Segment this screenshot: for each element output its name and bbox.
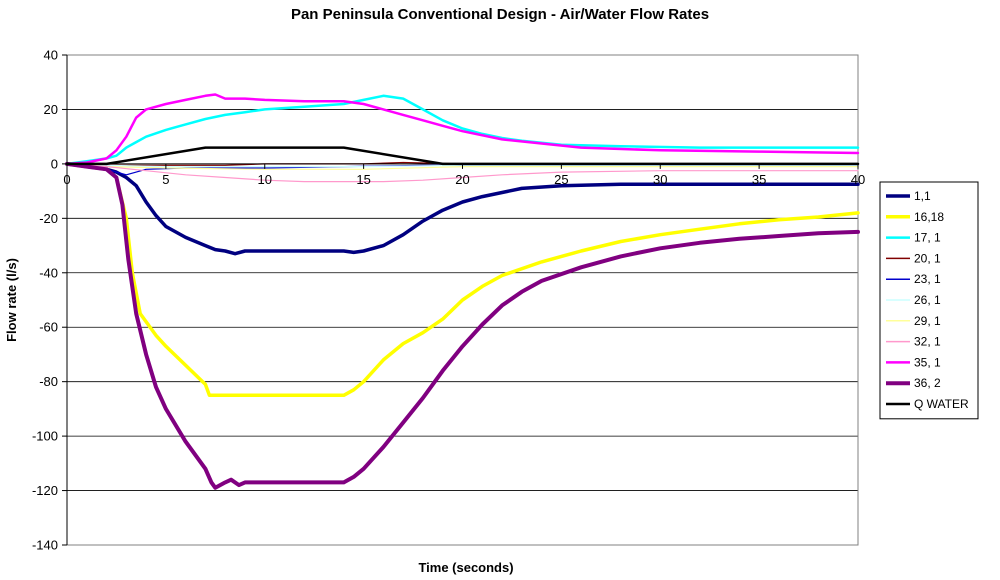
y-tick-label: -80 [39, 374, 58, 389]
series-line [65, 93, 860, 166]
y-tick-label: -100 [32, 429, 58, 444]
series-line [65, 162, 860, 256]
y-tick-label: -140 [32, 538, 58, 553]
legend-label: 23, 1 [914, 272, 941, 286]
x-tick-label: 35 [752, 172, 766, 187]
x-tick-label: 25 [554, 172, 568, 187]
axes: -140 -120 -100 -80 -60 -40 -20 0 20 40 0 5 10 15 20 25 3… [32, 48, 865, 553]
legend-label: 32, 1 [914, 335, 941, 349]
series-line [66, 163, 859, 170]
x-tick-label: 15 [356, 172, 370, 187]
legend: 1,1 16,18 17, 1 20, 1 23, 1 26, 1 29, 1 32, 1 35… [879, 181, 979, 420]
y-tick-label: 40 [44, 48, 58, 63]
x-tick-label: 10 [258, 172, 272, 187]
y-tick-label: -120 [32, 483, 58, 498]
series-line [66, 163, 859, 168]
legend-label: 17, 1 [914, 231, 941, 245]
y-tick-label: 20 [44, 102, 58, 117]
y-tick-label: -20 [39, 211, 58, 226]
series-line [65, 161, 860, 490]
series-line [65, 94, 860, 166]
legend-label: 16,18 [914, 210, 944, 224]
x-tick-label: 30 [653, 172, 667, 187]
y-tick-label: -40 [39, 265, 58, 280]
legend-label: 36, 2 [914, 376, 941, 390]
y-tick-label: -60 [39, 320, 58, 335]
series-line [65, 162, 860, 398]
legend-label: 26, 1 [914, 293, 941, 307]
series-line [65, 146, 860, 166]
x-tick-label: 0 [63, 172, 70, 187]
y-axis-title: Flow rate (l/s) [4, 258, 19, 342]
legend-label: 29, 1 [914, 314, 941, 328]
chart-title: Pan Peninsula Conventional Design - Air/… [290, 6, 710, 23]
x-tick-label: 5 [162, 172, 169, 187]
x-tick-label: 40 [851, 172, 865, 187]
legend-label: 1,1 [914, 189, 931, 203]
legend-label: 35, 1 [914, 355, 941, 369]
y-tick-label: 0 [51, 156, 58, 171]
series-lines [65, 93, 860, 490]
x-tick-label: 20 [455, 172, 469, 187]
x-axis-title: Time (seconds) [418, 560, 513, 575]
series-line [66, 163, 859, 183]
legend-label: Q WATER [914, 397, 969, 411]
legend-label: 20, 1 [914, 251, 941, 265]
